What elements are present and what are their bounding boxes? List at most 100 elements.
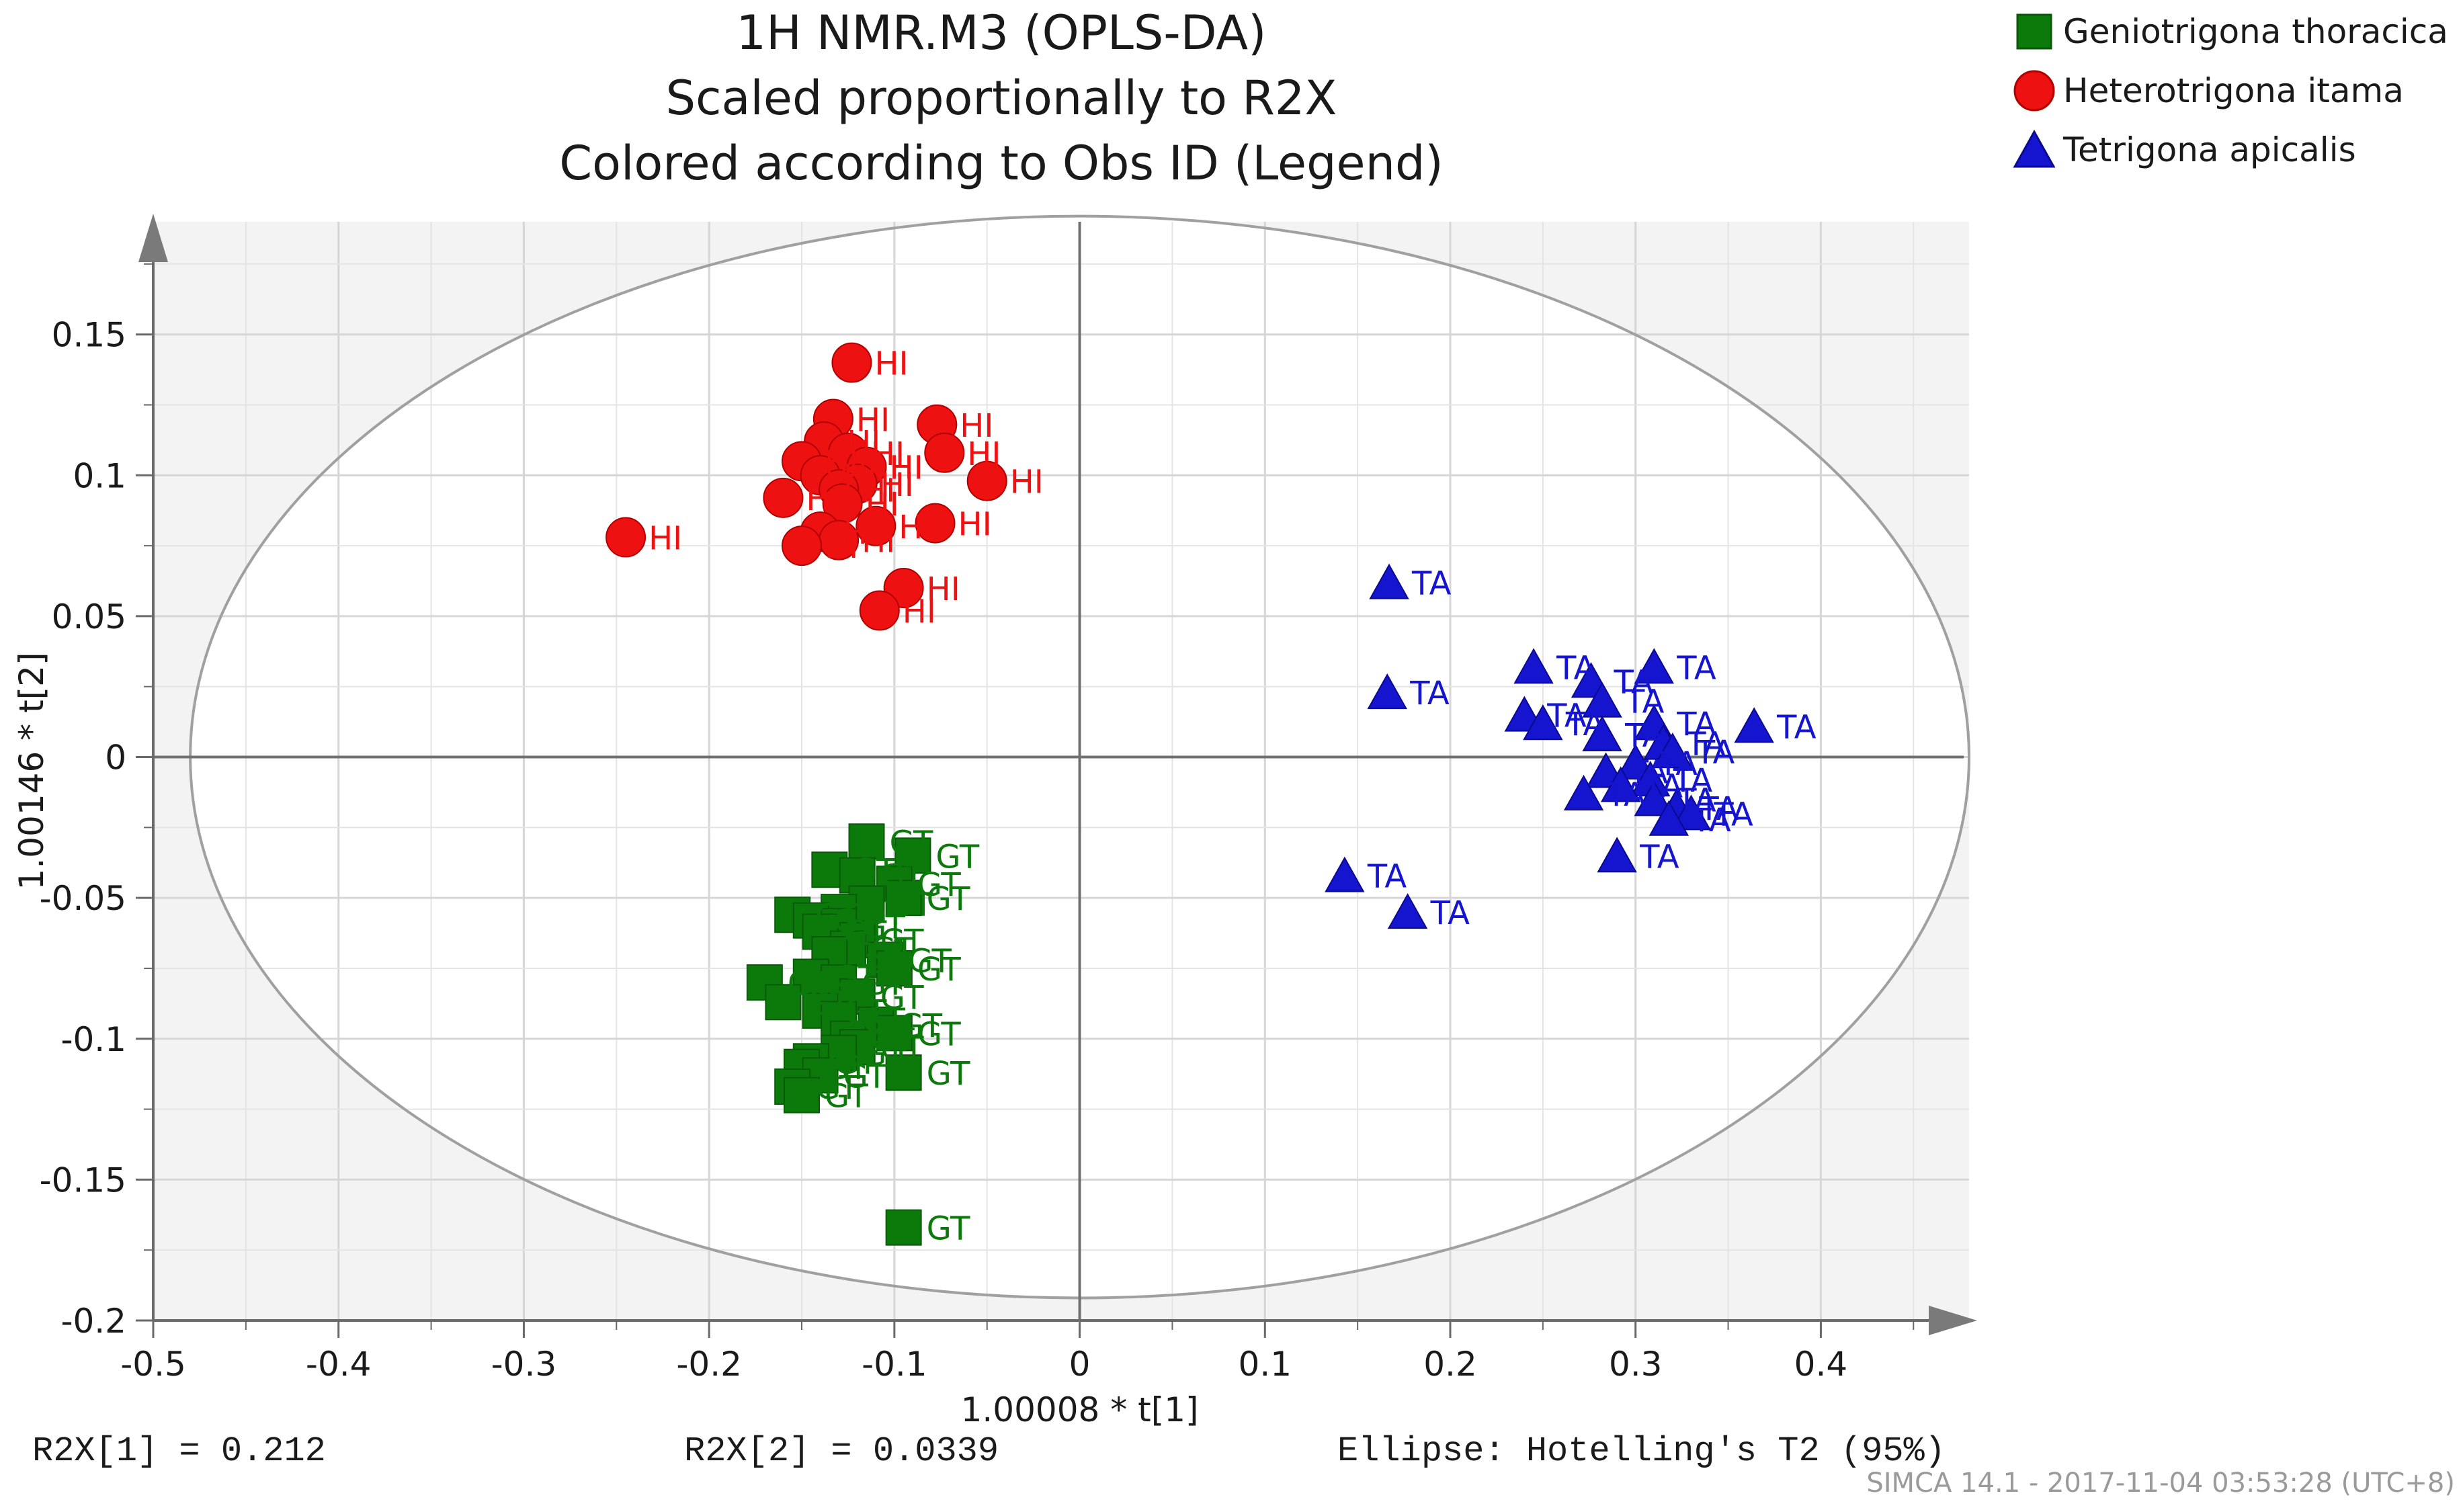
legend-label: Geniotrigona thoracica [2063, 12, 2448, 51]
point-label-heterotrigona-itama: HI [880, 466, 914, 504]
point-geniotrigona-thoracica [876, 950, 913, 986]
point-label-tetrigona-apicalis: TA [1691, 802, 1731, 839]
point-label-geniotrigona-thoracica: GT [927, 880, 970, 918]
point-label-tetrigona-apicalis: TA [1658, 745, 1698, 783]
x-tick-label: -0.1 [862, 1345, 927, 1384]
point-tetrigona-apicalis [1597, 837, 1637, 873]
point-label-heterotrigona-itama: HI [866, 486, 899, 523]
point-label-heterotrigona-itama: HI [825, 444, 858, 481]
point-tetrigona-apicalis [1513, 648, 1554, 684]
point-label-tetrigona-apicalis: TA [1676, 706, 1716, 743]
point-label-tetrigona-apicalis: TA [1685, 726, 1726, 763]
point-label-heterotrigona-itama: HI [967, 435, 1001, 473]
point-label-tetrigona-apicalis: TA [1546, 698, 1587, 735]
point-heterotrigona-itama [606, 517, 646, 558]
y-tick-label: -0.15 [40, 1161, 126, 1200]
point-label-heterotrigona-itama: HI [903, 593, 936, 631]
x-tick-label: -0.2 [676, 1345, 742, 1384]
point-label-geniotrigona-thoracica: GT [880, 858, 924, 896]
point-label-geniotrigona-thoracica: GT [843, 914, 887, 952]
point-label-geniotrigona-thoracica: GT [806, 984, 849, 1022]
point-tetrigona-apicalis [1648, 800, 1689, 836]
point-heterotrigona-itama [763, 477, 804, 518]
point-label-heterotrigona-itama: HI [874, 345, 908, 383]
point-geniotrigona-thoracica [765, 984, 802, 1021]
point-label-tetrigona-apicalis: TA [1643, 767, 1683, 805]
y-tick-label: 0.1 [73, 456, 126, 495]
point-label-heterotrigona-itama: HI [890, 450, 923, 487]
point-label-heterotrigona-itama: HI [806, 480, 839, 518]
point-tetrigona-apicalis [1523, 704, 1563, 741]
x-tick-label: 0.3 [1609, 1345, 1663, 1384]
point-tetrigona-apicalis [1671, 794, 1712, 831]
y-tick-label: 0 [105, 739, 126, 778]
r2x2-stat: R2X[2] = 0.0339 [684, 1431, 999, 1471]
point-label-geniotrigona-thoracica: GT [880, 923, 924, 960]
point-label-geniotrigona-thoracica: GT [843, 993, 887, 1031]
point-label-geniotrigona-thoracica: GT [871, 1021, 915, 1059]
point-label-heterotrigona-itama: HI [899, 509, 932, 546]
y-tick-label: -0.2 [60, 1302, 126, 1341]
x-axis-label: 1.00008 * t[1] [961, 1390, 1199, 1429]
point-label-geniotrigona-thoracica: GT [852, 937, 896, 974]
point-heterotrigona-itama [831, 342, 872, 383]
point-label-tetrigona-apicalis: TA [1676, 649, 1716, 687]
x-tick-label: 0.4 [1794, 1345, 1848, 1384]
point-label-tetrigona-apicalis: TA [1628, 754, 1669, 792]
point-label-heterotrigona-itama: HI [843, 458, 877, 495]
point-label-geniotrigona-thoracica: GT [862, 909, 905, 946]
point-label-geniotrigona-thoracica: GT [825, 1050, 868, 1087]
point-tetrigona-apicalis [1653, 732, 1693, 769]
point-label-tetrigona-apicalis: TA [1556, 649, 1596, 687]
x-tick-label: -0.4 [306, 1345, 372, 1384]
point-label-tetrigona-apicalis: TA [1776, 708, 1817, 746]
point-label-geniotrigona-thoracica: GT [899, 1007, 942, 1045]
point-label-geniotrigona-thoracica: GT [834, 903, 878, 941]
point-heterotrigona-itama [855, 505, 896, 546]
point-label-geniotrigona-thoracica: GT [880, 979, 924, 1017]
x-tick-label: -0.5 [120, 1345, 186, 1384]
point-label-heterotrigona-itama: HI [847, 424, 880, 462]
point-tetrigona-apicalis [1734, 707, 1774, 743]
point-label-tetrigona-apicalis: TA [1698, 790, 1739, 828]
circle-marker-icon [2013, 70, 2055, 112]
point-heterotrigona-itama [966, 460, 1007, 501]
point-label-geniotrigona-thoracica: GT [917, 951, 961, 989]
x-tick-label: -0.3 [491, 1345, 557, 1384]
y-tick-label: -0.1 [60, 1020, 126, 1059]
point-label-tetrigona-apicalis: TA [1367, 858, 1407, 896]
point-label-heterotrigona-itama: HI [856, 401, 890, 439]
point-geniotrigona-thoracica [885, 880, 922, 917]
legend-label: Tetrigona apicalis [2063, 130, 2356, 169]
point-heterotrigona-itama [859, 590, 900, 631]
triangle-marker-icon [2013, 129, 2056, 168]
y-tick-label: -0.05 [40, 879, 126, 918]
point-label-geniotrigona-thoracica: GT [862, 965, 905, 1003]
point-label-tetrigona-apicalis: TA [1614, 663, 1654, 701]
point-geniotrigona-thoracica [885, 1209, 922, 1246]
point-tetrigona-apicalis [1325, 856, 1365, 892]
point-label-geniotrigona-thoracica: GT [871, 931, 915, 969]
y-axis-arrow-icon [138, 214, 168, 262]
chart-title-line-2: Scaled proportionally to R2X [665, 71, 1337, 126]
point-label-heterotrigona-itama: HI [862, 523, 895, 560]
point-tetrigona-apicalis [1367, 673, 1407, 710]
point-label-tetrigona-apicalis: TA [1695, 734, 1735, 771]
point-tetrigona-apicalis [1369, 563, 1409, 599]
chart-title-line-3: Colored according to Obs ID (Legend) [559, 136, 1444, 191]
point-tetrigona-apicalis [1387, 893, 1428, 929]
point-label-geniotrigona-thoracica: GT [815, 897, 859, 935]
point-label-geniotrigona-thoracica: GT [852, 852, 896, 890]
point-label-geniotrigona-thoracica: GT [862, 1036, 905, 1073]
point-label-tetrigona-apicalis: TA [1713, 796, 1753, 833]
point-label-heterotrigona-itama: HI [960, 407, 993, 445]
ellipse-stat: Ellipse: Hotelling's T2 (95%) [1337, 1431, 1946, 1471]
point-geniotrigona-thoracica [848, 823, 885, 860]
point-label-tetrigona-apicalis: TA [1673, 762, 1713, 800]
point-geniotrigona-thoracica [885, 1054, 922, 1091]
point-label-geniotrigona-thoracica: GT [880, 1030, 924, 1067]
point-label-heterotrigona-itama: HI [862, 472, 895, 509]
point-geniotrigona-thoracica [784, 1077, 820, 1114]
